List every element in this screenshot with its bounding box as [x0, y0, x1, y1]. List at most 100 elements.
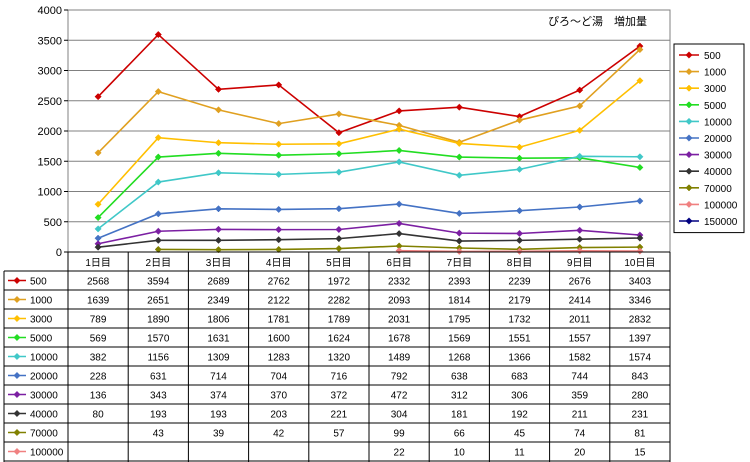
data-label: 39 — [213, 429, 225, 440]
data-label: 2282 — [328, 296, 351, 307]
row-legend-marker — [13, 276, 21, 285]
data-label: 2011 — [569, 315, 591, 326]
data-label: 372 — [331, 391, 348, 402]
row-legend-marker — [13, 352, 21, 361]
y-tick-label: 3000 — [38, 66, 62, 78]
data-point — [214, 149, 223, 157]
data-point — [154, 178, 162, 186]
series-3000 — [94, 77, 644, 208]
data-point — [335, 140, 343, 148]
data-point — [154, 31, 162, 39]
data-point — [214, 169, 223, 177]
x-tick-label: 1日目 — [85, 258, 111, 269]
data-point — [275, 120, 283, 128]
data-point — [154, 227, 162, 235]
data-label: 1557 — [569, 334, 592, 345]
data-label: 11 — [514, 448, 525, 459]
data-label: 1397 — [629, 334, 652, 345]
x-tick-label: 8日目 — [507, 258, 533, 269]
series-line — [97, 80, 641, 205]
data-label: 1582 — [569, 353, 592, 364]
data-point — [94, 225, 102, 233]
y-tick-label: 1500 — [38, 156, 62, 168]
data-point — [455, 153, 463, 161]
data-point — [94, 93, 102, 101]
y-tick-label: 1000 — [38, 187, 62, 199]
data-label: 136 — [90, 391, 107, 402]
data-point — [636, 234, 644, 242]
data-label: 631 — [150, 372, 167, 383]
data-label: 228 — [90, 372, 107, 383]
y-tick-label: 2000 — [38, 126, 62, 138]
data-point — [455, 103, 463, 111]
row-label: 10000 — [30, 353, 58, 364]
data-point — [636, 46, 644, 54]
legend-marker — [685, 51, 693, 59]
legend-label: 1000 — [704, 68, 727, 79]
series-500 — [94, 31, 644, 137]
data-point — [515, 229, 524, 238]
legend-marker — [685, 117, 693, 125]
y-tick-label: 3500 — [38, 35, 62, 47]
data-label: 789 — [90, 315, 107, 326]
data-point — [154, 236, 162, 244]
row-legend-marker — [13, 409, 21, 418]
data-point — [515, 247, 524, 255]
data-label: 193 — [150, 410, 167, 421]
data-label: 374 — [210, 391, 227, 402]
data-point — [335, 150, 343, 158]
data-point — [154, 88, 162, 96]
data-label: 2676 — [569, 277, 592, 288]
data-point — [515, 143, 524, 151]
data-point — [515, 165, 524, 173]
series-20000 — [94, 197, 644, 242]
data-label: 1781 — [268, 315, 291, 326]
data-point — [455, 139, 463, 147]
series-10000 — [94, 152, 644, 233]
series-lines — [94, 31, 644, 255]
data-point — [335, 205, 343, 213]
data-label: 2031 — [388, 315, 411, 326]
series-line — [97, 33, 641, 134]
data-label: 382 — [90, 353, 107, 364]
data-point — [275, 81, 283, 89]
row-legend-marker — [13, 333, 21, 342]
data-label: 45 — [514, 429, 526, 440]
data-label: 2689 — [207, 277, 230, 288]
x-tick-label: 4日目 — [266, 258, 292, 269]
data-label: 1639 — [87, 296, 110, 307]
data-point — [455, 171, 463, 179]
data-point — [576, 203, 584, 211]
series-40000 — [94, 230, 644, 251]
data-point — [576, 102, 584, 110]
data-label: 359 — [571, 391, 588, 402]
series-line — [97, 222, 640, 245]
data-label: 304 — [391, 410, 408, 421]
data-point — [154, 153, 162, 161]
data-point — [275, 170, 283, 178]
data-label: 280 — [632, 391, 649, 402]
x-tick-label: 6日目 — [386, 258, 412, 269]
data-label: 2393 — [448, 277, 471, 288]
row-label: 100000 — [30, 448, 64, 459]
legend-marker — [685, 217, 693, 225]
data-label: 1600 — [268, 334, 291, 345]
series-line — [97, 149, 641, 219]
data-point — [455, 209, 463, 217]
data-point — [335, 235, 343, 243]
y-tick-label: 0 — [56, 247, 62, 259]
data-point — [395, 125, 403, 133]
legend-label: 150000 — [704, 217, 738, 228]
legend-marker — [685, 151, 693, 159]
data-point — [154, 210, 162, 218]
data-label: 22 — [394, 448, 406, 459]
row-label: 20000 — [30, 372, 58, 383]
data-label: 2832 — [629, 315, 652, 326]
data-label: 312 — [451, 391, 468, 402]
data-label: 43 — [153, 429, 165, 440]
data-label: 683 — [511, 372, 528, 383]
data-label: 1631 — [207, 334, 230, 345]
data-point — [455, 229, 463, 237]
data-point — [576, 152, 584, 160]
